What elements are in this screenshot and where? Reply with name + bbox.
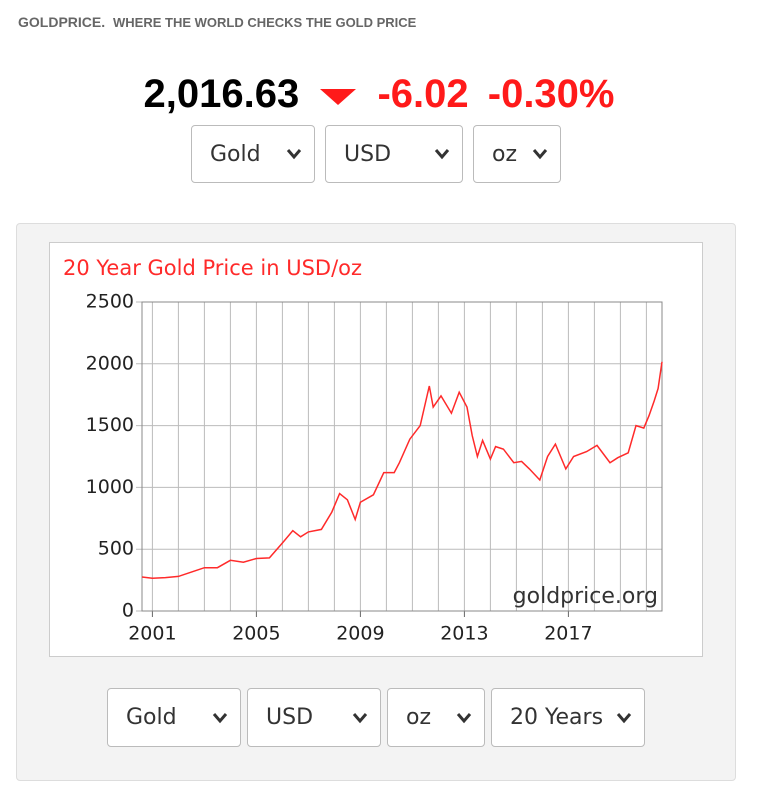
tagline: WHERE THE WORLD CHECKS THE GOLD PRICE [113,15,417,30]
x-tick-label: 2001 [128,623,176,645]
chevron [616,712,632,723]
dropdown[interactable]: USD [247,688,381,747]
y-tick-label: 1000 [86,476,134,498]
change-pct: -0.30% [487,72,615,116]
header: GOLDPRICE. WHERE THE WORLD CHECKS THE GO… [18,14,416,30]
dropdown-label: USD [266,705,314,730]
quote: 2,016.63 -6.02 -0.30% [0,72,758,117]
y-tick-label: 500 [98,538,134,560]
x-tick-label: 2017 [544,623,592,645]
x-tick-label: 2005 [232,623,280,645]
plot-frame [141,301,663,612]
dropdown[interactable]: oz [473,125,561,183]
chevron [352,712,368,723]
price: 2,016.63 [143,72,300,116]
dropdown-label: 20 Years [510,705,604,730]
brand: GOLDPRICE. [18,14,106,30]
chevron [532,149,548,160]
y-tick-label: 2000 [86,352,134,374]
x-tick-label: 2009 [336,623,384,645]
chevron [212,712,228,723]
watermark: goldprice.org [513,584,658,609]
chart-title: 20 Year Gold Price in USD/oz [63,256,362,280]
down-arrow [320,89,357,105]
dropdown[interactable]: 20 Years [491,688,645,747]
x-tick-label: 2013 [440,623,488,645]
dropdown[interactable]: USD [325,125,463,183]
dropdown-label: oz [406,705,432,730]
dropdown-label: Gold [210,141,261,167]
y-tick-label: 0 [122,600,134,622]
chevron [456,712,472,723]
dropdown-label: USD [344,141,392,167]
dropdown[interactable]: oz [387,688,485,747]
price-line [141,361,663,579]
dropdown-label: oz [492,141,518,167]
dropdown[interactable]: Gold [107,688,241,747]
dropdown-label: Gold [126,705,177,730]
chevron [286,149,302,160]
dropdown[interactable]: Gold [191,125,315,183]
y-tick-label: 1500 [86,414,134,436]
y-tick-label: 2500 [86,291,134,313]
chart: 20 Year Gold Price in USD/oz 0 500 1000 150… [49,242,703,657]
chevron [434,149,450,160]
change: -6.02 [377,72,469,116]
